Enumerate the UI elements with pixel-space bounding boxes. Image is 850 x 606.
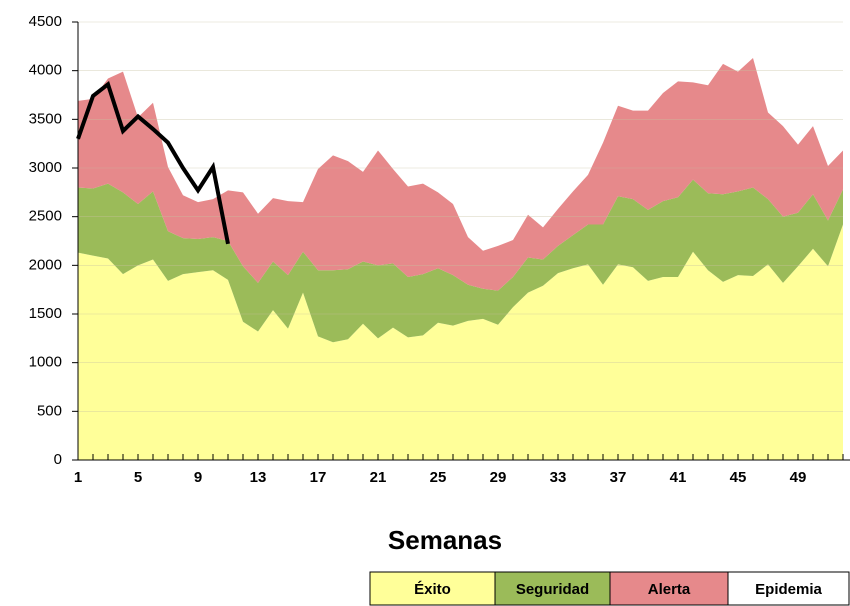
- y-tick-label: 4500: [29, 13, 62, 30]
- line: [76, 80, 230, 245]
- y-tick-label: 2500: [29, 208, 62, 225]
- y-tick-label: 1500: [29, 305, 62, 322]
- x-tick-label: 49: [790, 469, 807, 486]
- area: [78, 224, 843, 460]
- x-tick-label: 41: [670, 469, 687, 486]
- x-axis-title: Semanas: [388, 525, 502, 555]
- legend-swatch: [494, 571, 611, 606]
- legend-label: Alerta: [648, 581, 691, 598]
- x-tick-label: 21: [370, 469, 387, 486]
- y-tick-label: 4000: [29, 62, 62, 79]
- legend-label: Éxito: [414, 581, 451, 598]
- x-tick-label: 37: [610, 469, 627, 486]
- legend-swatch: [727, 571, 850, 606]
- legend-label: Epidemia: [755, 581, 822, 598]
- y-tick-label: 2000: [29, 256, 62, 273]
- x-tick-label: 13: [250, 469, 267, 486]
- x-tick-label: 25: [430, 469, 447, 486]
- y-tick-label: 3000: [29, 159, 62, 176]
- x-tick-label: 29: [490, 469, 507, 486]
- legend-label: Seguridad: [516, 581, 589, 598]
- area: [78, 58, 843, 291]
- y-tick-label: 500: [37, 402, 62, 419]
- x-tick-label: 1: [74, 469, 82, 486]
- x-tick-label: 33: [550, 469, 567, 486]
- y-tick-label: 1000: [29, 354, 62, 371]
- x-tick-label: 17: [310, 469, 327, 486]
- x-tick-label: 9: [194, 469, 202, 486]
- y-tick-label: 3500: [29, 110, 62, 127]
- area: [78, 179, 843, 343]
- legend-swatch: [369, 571, 496, 606]
- y-tick-label: 0: [54, 451, 62, 468]
- x-tick-label: 45: [730, 469, 747, 486]
- x-tick-label: 5: [134, 469, 142, 486]
